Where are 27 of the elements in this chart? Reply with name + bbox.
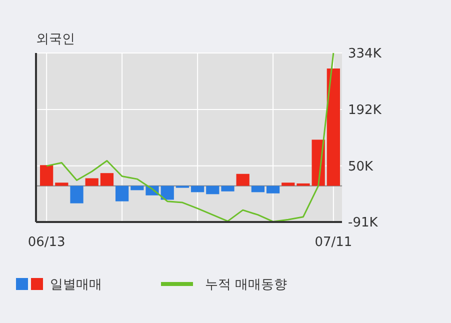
- bar: [221, 186, 234, 192]
- bar: [236, 174, 250, 186]
- line-series: [46, 52, 334, 222]
- bar: [70, 186, 84, 204]
- bar: [296, 183, 310, 186]
- bar: [282, 182, 295, 186]
- bar: [130, 186, 144, 190]
- bar: [266, 186, 280, 194]
- bar: [190, 186, 204, 192]
- bar: [206, 186, 220, 194]
- bar: [55, 182, 68, 186]
- bar: [40, 165, 54, 186]
- legend-label: 일별매매: [50, 278, 102, 293]
- y-tick-label: 50K: [348, 159, 374, 174]
- bar: [251, 186, 265, 192]
- bar: [115, 186, 129, 202]
- y-tick-label: -91K: [348, 216, 378, 231]
- x-tick-label: 07/11: [314, 235, 352, 250]
- bar: [85, 178, 98, 186]
- legend-label: 누적 매매동향: [205, 278, 288, 293]
- bar: [326, 68, 340, 186]
- bar: [160, 186, 174, 200]
- x-tick-label: 06/13: [28, 235, 66, 250]
- y-tick-label: 192K: [348, 103, 382, 118]
- y-tick-label: 334K: [348, 46, 382, 62]
- chart-title: 외국인: [36, 32, 75, 47]
- bar: [100, 173, 114, 186]
